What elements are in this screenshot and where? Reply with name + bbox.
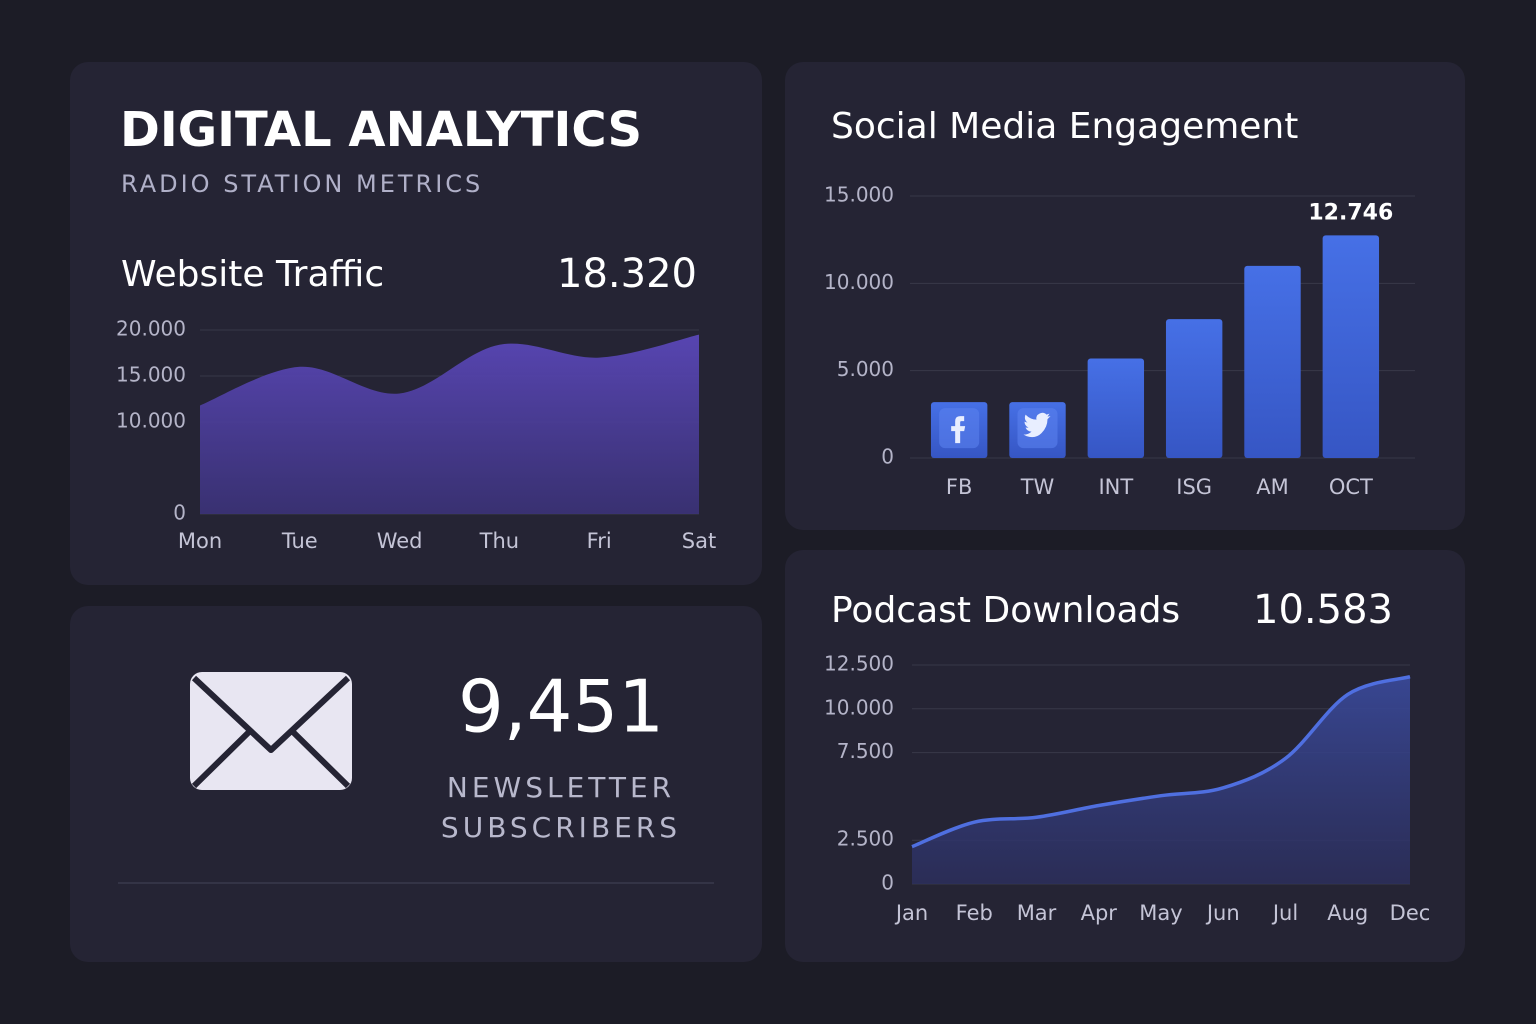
page-subtitle: RADIO STATION METRICS (121, 170, 483, 198)
envelope-icon (190, 672, 352, 790)
y-tick-label: 20.000 (116, 317, 186, 341)
x-tick-label: Sat (682, 529, 716, 553)
x-tick-label: OCT (1329, 475, 1373, 499)
y-tick-label: 5.000 (837, 357, 894, 381)
y-tick-label: 0 (173, 501, 186, 525)
x-tick-label: Fri (587, 529, 612, 553)
x-tick-label: ISG (1176, 475, 1212, 499)
x-tick-label: TW (1020, 475, 1055, 499)
value-label: 12.746 (1308, 200, 1393, 225)
chart-summary: 18.320 (557, 251, 697, 297)
envelope-flap (191, 675, 351, 789)
chart-summary: 10.583 (1253, 587, 1393, 633)
y-tick-label: 0 (881, 871, 894, 895)
icon (951, 416, 966, 444)
x-tick-label: AM (1256, 475, 1288, 499)
x-tick-label: Jan (894, 901, 928, 925)
bar (1322, 235, 1380, 458)
area-fill (200, 334, 699, 514)
x-tick-label: FB (946, 475, 973, 499)
y-tick-label: 12.500 (824, 652, 894, 676)
chart-title: Podcast Downloads (831, 590, 1180, 631)
bar (1087, 358, 1145, 458)
y-tick-label: 10.000 (824, 695, 894, 719)
y-tick-label: 15.000 (824, 183, 894, 207)
chart-title: Social Media Engagement (831, 106, 1298, 147)
y-tick-label: 10.000 (824, 270, 894, 294)
line (911, 675, 1411, 849)
subscriber-label: NEWSLETTER SUBSCRIBERS (440, 771, 682, 844)
y-tick-label: 2.500 (837, 827, 894, 851)
x-tick-label: Feb (956, 901, 993, 925)
bar (1165, 319, 1223, 458)
x-tick-label: Wed (377, 529, 423, 553)
y-tick-label: 7.500 (837, 739, 894, 763)
y-tick-label: 15.000 (116, 363, 186, 387)
x-tick-label: Thu (479, 529, 519, 553)
x-tick-label: Jul (1271, 901, 1298, 925)
x-tick-label: Tue (281, 529, 318, 553)
bar (1244, 265, 1301, 458)
x-tick-label: INT (1098, 475, 1133, 499)
icon (1023, 412, 1051, 438)
x-tick-label: Jun (1205, 901, 1240, 925)
chart-title: Website Traffic (121, 254, 384, 295)
x-tick-label: Mar (1017, 901, 1057, 925)
page-title: DIGITAL ANALYTICS (120, 102, 642, 158)
area-fill (912, 676, 1410, 884)
x-tick-label: Aug (1327, 901, 1368, 925)
x-tick-label: Mon (178, 529, 222, 553)
x-tick-label: Dec (1390, 901, 1431, 925)
x-tick-label: Apr (1081, 901, 1118, 925)
x-tick-label: May (1139, 901, 1182, 925)
y-tick-label: 10.000 (116, 409, 186, 433)
subscriber-count: 9,451 (458, 665, 664, 749)
y-tick-label: 0 (881, 445, 894, 469)
